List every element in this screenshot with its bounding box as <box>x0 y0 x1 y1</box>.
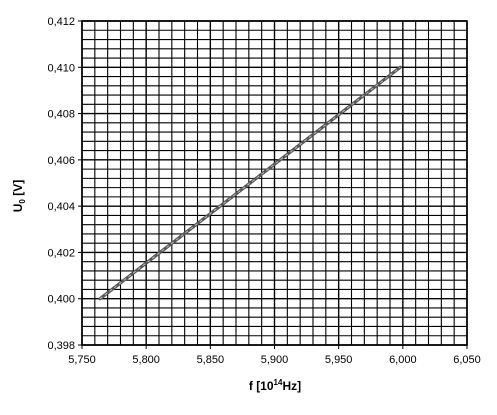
y-tick-label: 0,402 <box>47 247 75 259</box>
x-axis-title: f [1014Hz] <box>249 378 301 393</box>
y-axis-ticks: 0,398 0,400 0,402 0,404 0,406 0,408 0,410 0,412 <box>47 16 82 352</box>
series-group <box>98 65 402 301</box>
y-tick-label: 0,398 <box>47 340 75 352</box>
x-tick-label: 5,850 <box>197 354 225 366</box>
x-tick-label: 5,800 <box>132 354 160 366</box>
y-axis-title: U0 [V] <box>11 180 27 212</box>
series-line <box>98 65 402 301</box>
x-tick-label: 5,950 <box>325 354 353 366</box>
y-tick-label: 0,410 <box>47 62 75 74</box>
x-tick-label: 6,050 <box>453 354 481 366</box>
y-tick-label: 0,408 <box>47 109 75 121</box>
x-axis-ticks: 5,750 5,800 5,850 5,900 5,950 6,000 6,050 <box>68 345 481 366</box>
y-tick-label: 0,404 <box>47 201 75 213</box>
y-tick-label: 0,412 <box>47 16 75 28</box>
y-tick-label: 0,406 <box>47 155 75 167</box>
grid-lines <box>81 20 468 346</box>
y-tick-label: 0,400 <box>47 294 75 306</box>
x-tick-label: 6,000 <box>389 354 417 366</box>
x-tick-label: 5,750 <box>68 354 96 366</box>
x-tick-label: 5,900 <box>261 354 289 366</box>
